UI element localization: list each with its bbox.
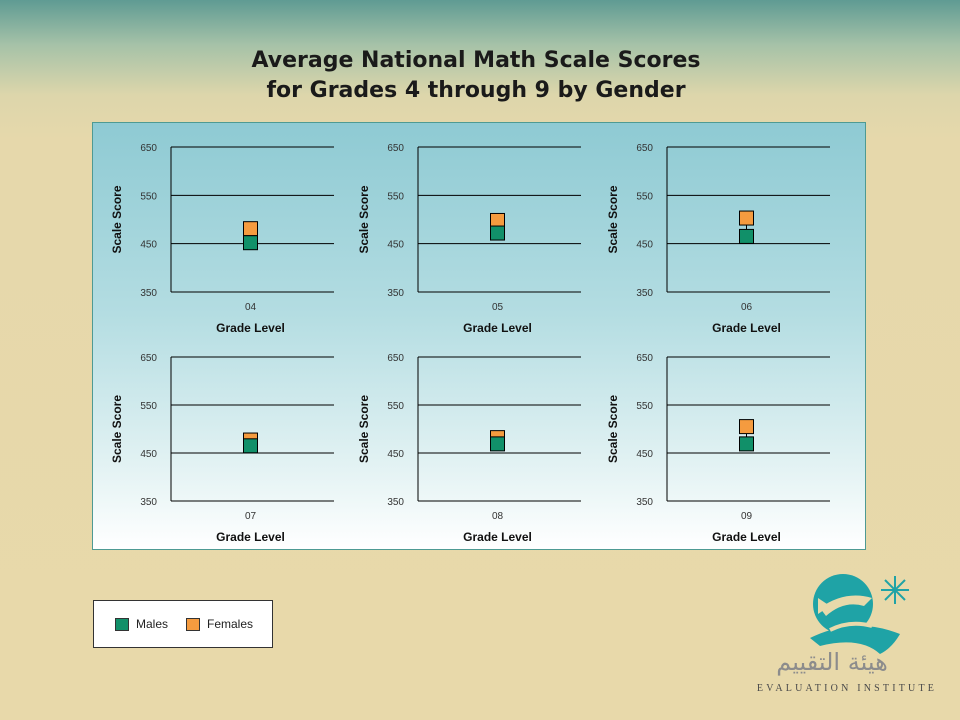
logo-arabic-text: هيئة التقييم	[776, 648, 888, 676]
y-axis-label: Scale Score	[110, 185, 124, 253]
marker-males	[243, 235, 258, 251]
x-tick-label: 07	[245, 511, 257, 522]
marker-males	[490, 436, 505, 452]
x-axis-label: Grade Level	[216, 321, 285, 335]
y-tick-label: 450	[140, 240, 157, 251]
y-axis-label: Scale Score	[606, 185, 620, 253]
logo-english-text: EVALUATION INSTITUTE	[756, 683, 938, 694]
chart-panel-06: 350 450 550 650 Scale Score 06 Grade Level	[606, 143, 830, 335]
legend-label-females: Females	[207, 617, 254, 631]
legend: Males Females	[93, 600, 273, 648]
y-tick-label: 550	[140, 401, 157, 412]
marker-males	[739, 436, 754, 452]
x-axis-label: Grade Level	[712, 530, 781, 544]
y-tick-label: 650	[387, 143, 404, 154]
chart-panel-07: 350 450 550 650 Scale Score 07 Grade Level	[110, 353, 334, 544]
charts-panel	[92, 122, 866, 550]
y-tick-label: 350	[387, 288, 404, 299]
y-tick-label: 450	[636, 449, 653, 460]
y-tick-label: 550	[636, 401, 653, 412]
y-tick-label: 350	[636, 497, 653, 508]
y-tick-label: 550	[387, 191, 404, 202]
evaluation-institute-logo-icon	[810, 574, 909, 654]
x-tick-label: 06	[741, 302, 753, 313]
marker-females	[739, 210, 754, 226]
y-tick-label: 350	[140, 497, 157, 508]
legend-swatch-females	[186, 618, 200, 631]
chart-panel-08: 350 450 550 650 Scale Score 08 Grade Level	[357, 353, 581, 544]
chart-panel-09: 350 450 550 650 Scale Score 09 Grade Level	[606, 353, 830, 544]
y-axis-label: Scale Score	[357, 185, 371, 253]
legend-label-males: Males	[136, 617, 169, 631]
y-tick-label: 450	[636, 240, 653, 251]
y-tick-label: 350	[636, 288, 653, 299]
title-line-2: for Grades 4 through 9 by Gender	[266, 78, 686, 103]
marker-females	[490, 212, 505, 228]
y-tick-label: 650	[387, 353, 404, 364]
y-tick-label: 550	[636, 191, 653, 202]
chart-panel-04: 350 450 550 650 Scale Score 04 Grade Level	[110, 143, 334, 335]
x-axis-label: Grade Level	[463, 530, 532, 544]
title-line-1: Average National Math Scale Scores	[251, 48, 701, 73]
marker-males	[490, 225, 505, 241]
y-tick-label: 650	[140, 143, 157, 154]
x-axis-label: Grade Level	[216, 530, 285, 544]
x-axis-label: Grade Level	[463, 321, 532, 335]
y-tick-label: 650	[140, 353, 157, 364]
marker-females	[739, 419, 754, 435]
x-tick-label: 09	[741, 511, 753, 522]
y-tick-label: 650	[636, 143, 653, 154]
y-tick-label: 650	[636, 353, 653, 364]
y-tick-label: 350	[140, 288, 157, 299]
y-tick-label: 550	[387, 401, 404, 412]
marker-males	[739, 228, 754, 244]
y-axis-label: Scale Score	[357, 395, 371, 463]
x-tick-label: 05	[492, 302, 504, 313]
marker-females	[243, 221, 258, 237]
x-tick-label: 08	[492, 511, 504, 522]
y-tick-label: 450	[387, 240, 404, 251]
y-tick-label: 350	[387, 497, 404, 508]
y-tick-label: 550	[140, 191, 157, 202]
y-tick-label: 450	[140, 449, 157, 460]
y-tick-label: 450	[387, 449, 404, 460]
y-axis-label: Scale Score	[110, 395, 124, 463]
y-axis-label: Scale Score	[606, 395, 620, 463]
x-axis-label: Grade Level	[712, 321, 781, 335]
legend-swatch-males	[115, 618, 129, 631]
chart-title: Average National Math Scale Scores for G…	[0, 46, 952, 106]
chart-panel-05: 350 450 550 650 Scale Score 05 Grade Level	[357, 143, 581, 335]
marker-males	[243, 438, 258, 454]
x-tick-label: 04	[245, 302, 257, 313]
